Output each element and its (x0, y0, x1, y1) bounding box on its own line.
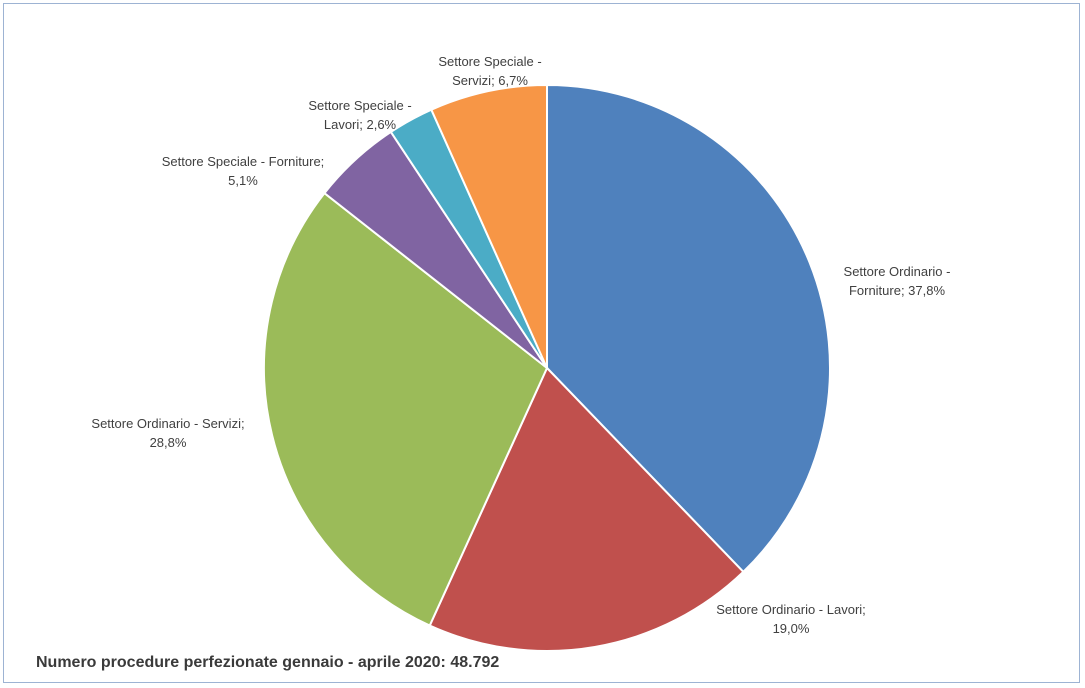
slice-label-line: Settore Speciale - (308, 98, 411, 113)
slice-label-line: 28,8% (150, 435, 187, 450)
slice-labels: Settore Ordinario -Forniture; 37,8%Setto… (91, 54, 950, 636)
pie-slice-3 (263, 191, 549, 627)
slice-label-5: Settore Speciale - Lavori; 2,6% (308, 98, 411, 132)
slice-label-2: Settore Ordinario - Lavori; 19,0% (716, 602, 866, 636)
pie-slices (263, 83, 831, 652)
slice-label-line: Settore Ordinario - Lavori; (716, 602, 866, 617)
pie-slice-6 (430, 83, 548, 369)
slice-label-4: Settore Speciale - Forniture; 5,1% (162, 154, 325, 188)
slice-label-line: Settore Ordinario - Servizi; (91, 416, 244, 431)
slice-label-line: 19,0% (773, 621, 810, 636)
pie-slice-1 (546, 83, 831, 574)
slice-label-line: Servizi; 6,7% (452, 73, 528, 88)
pie-slice-2 (428, 366, 745, 652)
slice-label-1: Settore Ordinario - Forniture; 37,8% (844, 264, 951, 298)
slice-label-6: Settore Speciale - Servizi; 6,7% (438, 54, 541, 88)
slice-label-line: Settore Ordinario - (844, 264, 951, 279)
slice-label-line: Forniture; 37,8% (849, 283, 946, 298)
slice-label-line: 5,1% (228, 173, 258, 188)
footer-note: Numero procedure perfezionate gennaio - … (36, 654, 500, 671)
slice-label-line: Settore Speciale - (438, 54, 541, 69)
slice-label-line: Lavori; 2,6% (324, 117, 397, 132)
slice-label-3: Settore Ordinario - Servizi; 28,8% (91, 416, 244, 450)
slice-label-line: Settore Speciale - Forniture; (162, 154, 325, 169)
